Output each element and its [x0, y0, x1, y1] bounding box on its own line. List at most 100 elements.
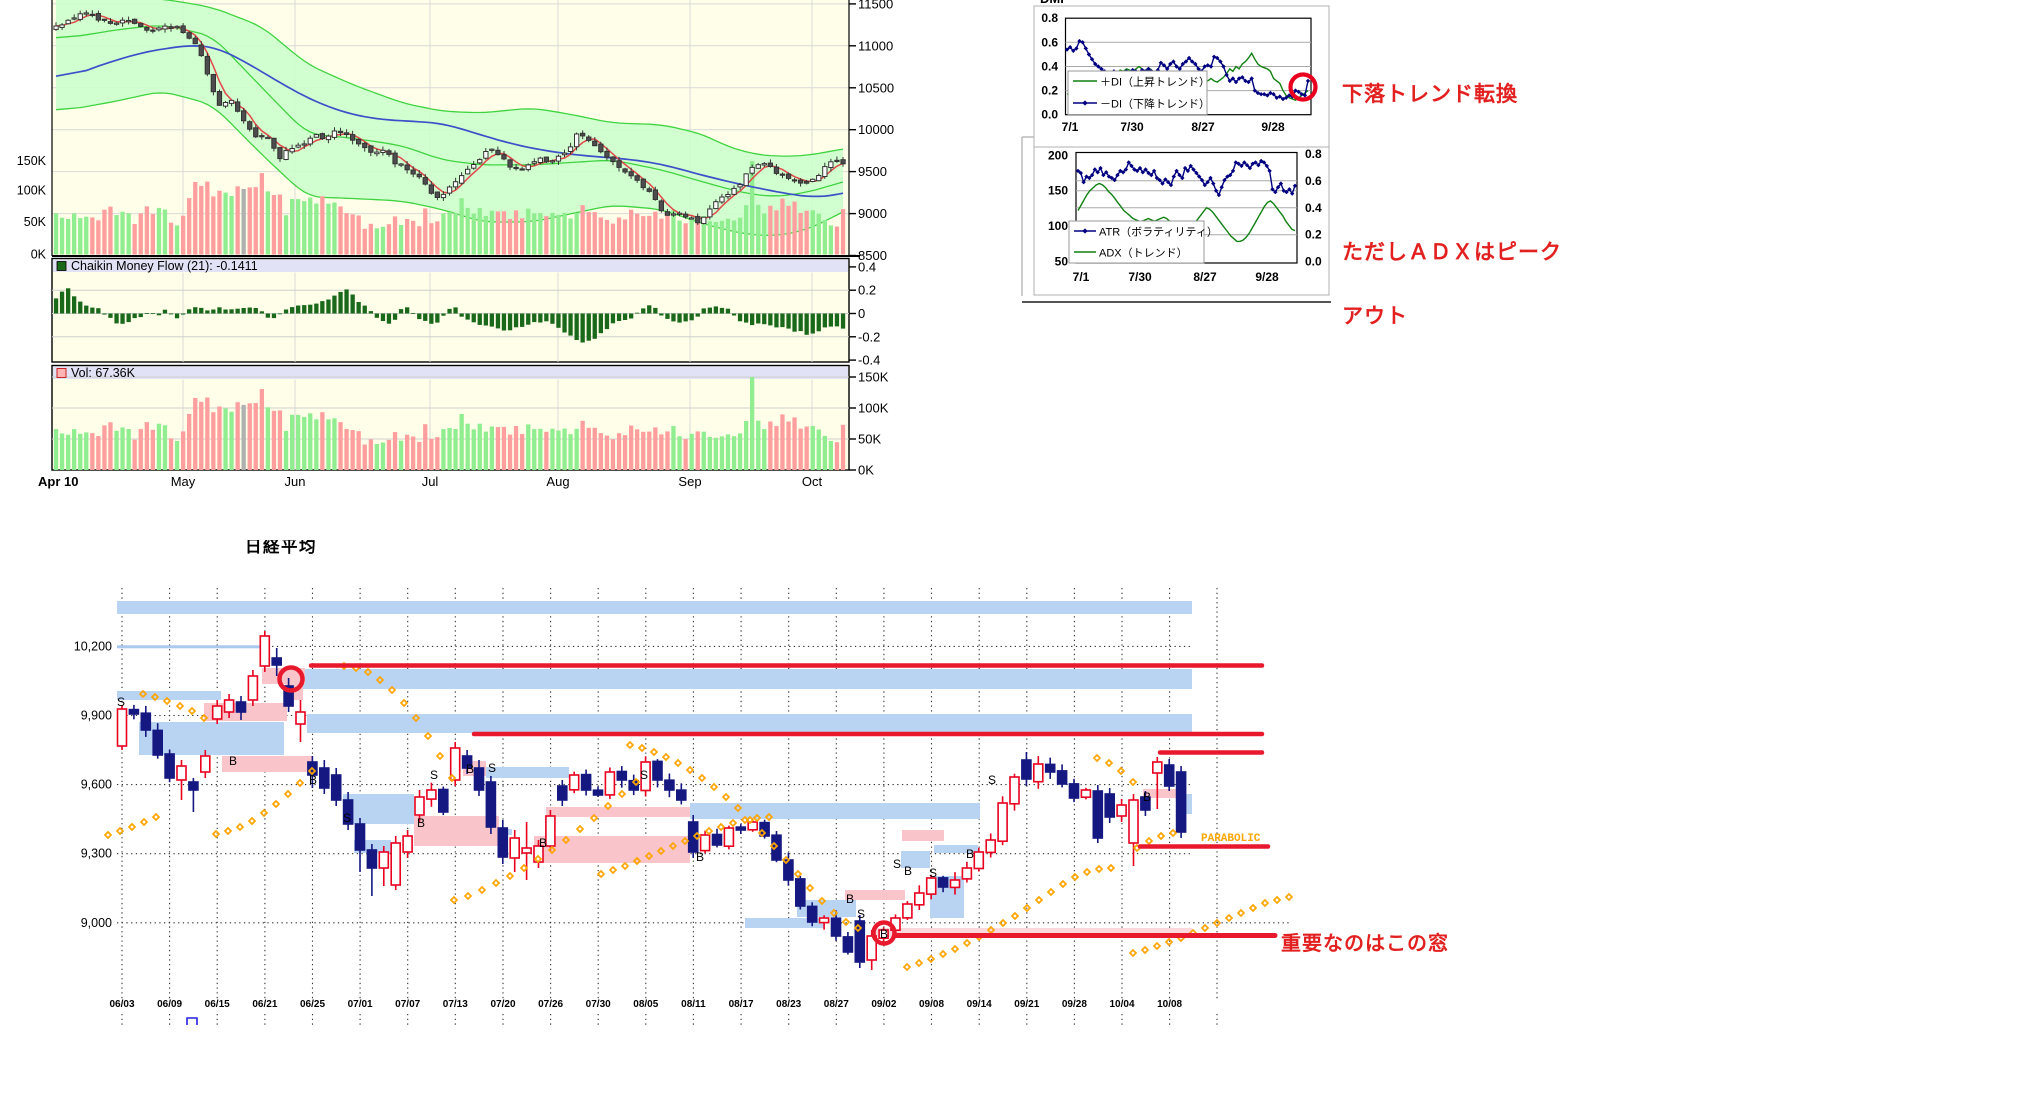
svg-text:0.2: 0.2: [1305, 228, 1322, 242]
svg-text:－DI（下降トレンド）: －DI（下降トレンド）: [1100, 97, 1210, 111]
svg-text:07/20: 07/20: [490, 999, 515, 1010]
svg-text:8/27: 8/27: [1191, 120, 1215, 134]
svg-text:8/27: 8/27: [1193, 270, 1217, 284]
svg-text:0K: 0K: [858, 463, 874, 478]
svg-text:0.4: 0.4: [1041, 60, 1058, 74]
svg-text:9500: 9500: [858, 164, 887, 179]
svg-text:9/28: 9/28: [1255, 270, 1279, 284]
svg-text:7/30: 7/30: [1120, 120, 1144, 134]
svg-text:May: May: [171, 474, 196, 489]
svg-text:06/15: 06/15: [205, 999, 230, 1010]
svg-text:9,300: 9,300: [81, 847, 112, 861]
svg-text:10/04: 10/04: [1109, 999, 1134, 1010]
svg-text:11500: 11500: [858, 0, 893, 11]
svg-text:-0.4: -0.4: [858, 353, 880, 368]
svg-text:08/17: 08/17: [729, 999, 754, 1010]
svg-text:50K: 50K: [24, 215, 47, 229]
svg-text:B: B: [539, 836, 547, 850]
svg-text:09/08: 09/08: [919, 999, 944, 1010]
svg-text:9/28: 9/28: [1261, 120, 1285, 134]
svg-text:0.6: 0.6: [1305, 174, 1322, 188]
svg-text:0: 0: [858, 306, 865, 321]
svg-text:09/28: 09/28: [1062, 999, 1087, 1010]
svg-text:09/02: 09/02: [871, 999, 896, 1010]
svg-text:10/08: 10/08: [1157, 999, 1182, 1010]
svg-text:Jul: Jul: [422, 474, 439, 489]
svg-text:7/30: 7/30: [1128, 270, 1152, 284]
svg-text:07/26: 07/26: [538, 999, 563, 1010]
svg-text:11000: 11000: [858, 38, 893, 53]
svg-text:9,900: 9,900: [81, 709, 112, 723]
svg-text:150K: 150K: [858, 370, 889, 385]
svg-text:07/30: 07/30: [586, 999, 611, 1010]
svg-text:0.4: 0.4: [1305, 201, 1322, 215]
svg-text:08/05: 08/05: [633, 999, 658, 1010]
svg-text:50: 50: [1055, 255, 1069, 269]
svg-text:Jun: Jun: [285, 474, 306, 489]
svg-text:Apr 10: Apr 10: [38, 474, 78, 489]
svg-text:S: S: [343, 811, 351, 825]
svg-text:B: B: [696, 850, 704, 864]
svg-text:0.2: 0.2: [858, 283, 876, 298]
svg-text:9000: 9000: [858, 206, 887, 221]
svg-text:B: B: [229, 754, 237, 768]
svg-text:0K: 0K: [31, 248, 47, 262]
svg-text:9,600: 9,600: [81, 778, 112, 792]
svg-text:07/07: 07/07: [395, 999, 420, 1010]
svg-text:100: 100: [1048, 219, 1068, 233]
svg-text:09/21: 09/21: [1014, 999, 1039, 1010]
svg-text:0.6: 0.6: [1041, 35, 1058, 49]
svg-text:B: B: [904, 864, 912, 878]
svg-text:B: B: [880, 927, 888, 941]
svg-text:06/03: 06/03: [109, 999, 134, 1010]
svg-text:0.0: 0.0: [1305, 255, 1322, 269]
svg-text:S: S: [488, 761, 496, 775]
svg-text:ADX（トレンド）: ADX（トレンド）: [1099, 247, 1188, 260]
svg-text:ATR（ボラティリティ）: ATR（ボラティリティ）: [1099, 226, 1218, 239]
svg-text:0.8: 0.8: [1305, 147, 1322, 161]
svg-text:B: B: [466, 762, 474, 776]
svg-text:B: B: [966, 847, 974, 861]
svg-text:0.2: 0.2: [1041, 84, 1058, 98]
svg-text:Aug: Aug: [546, 474, 569, 489]
svg-text:10500: 10500: [858, 80, 894, 95]
svg-text:日経平均: 日経平均: [245, 540, 317, 556]
svg-text:07/13: 07/13: [443, 999, 468, 1010]
svg-text:50K: 50K: [858, 432, 881, 447]
svg-text:06/21: 06/21: [252, 999, 277, 1010]
svg-text:0.0: 0.0: [1041, 108, 1058, 122]
svg-text:0.8: 0.8: [1041, 11, 1058, 25]
svg-text:S: S: [893, 857, 901, 871]
svg-text:Oct: Oct: [802, 474, 823, 489]
svg-text:150: 150: [1048, 184, 1068, 198]
svg-text:B: B: [1143, 790, 1151, 804]
svg-text:7/1: 7/1: [1062, 120, 1079, 134]
svg-text:10,200: 10,200: [74, 639, 112, 653]
svg-text:B: B: [309, 773, 317, 787]
svg-text:7/1: 7/1: [1073, 270, 1090, 284]
svg-text:08/27: 08/27: [824, 999, 849, 1010]
svg-text:0.4: 0.4: [858, 259, 876, 274]
svg-text:100K: 100K: [17, 184, 47, 198]
svg-text:重要なのはこの窓: 重要なのはこの窓: [1281, 931, 1449, 955]
svg-text:8500: 8500: [858, 248, 887, 263]
svg-text:150K: 150K: [17, 154, 47, 168]
svg-text:S: S: [117, 695, 125, 709]
svg-text:08/23: 08/23: [776, 999, 801, 1010]
svg-text:9,000: 9,000: [81, 916, 112, 930]
svg-text:B: B: [846, 892, 854, 906]
svg-text:200: 200: [1048, 148, 1068, 162]
svg-text:-0.2: -0.2: [858, 329, 880, 344]
svg-text:S: S: [430, 768, 438, 782]
svg-text:PARABOLIC: PARABOLIC: [1201, 833, 1261, 845]
svg-text:S: S: [929, 866, 937, 880]
svg-text:B: B: [417, 816, 425, 830]
svg-text:DMI: DMI: [1040, 0, 1064, 6]
svg-text:09/14: 09/14: [967, 999, 992, 1010]
svg-text:Sep: Sep: [678, 474, 701, 489]
svg-text:Chaikin Money Flow (21): -0.14: Chaikin Money Flow (21): -0.1411: [71, 259, 258, 273]
svg-text:06/09: 06/09: [157, 999, 182, 1010]
svg-text:06/25: 06/25: [300, 999, 325, 1010]
svg-text:S: S: [640, 768, 648, 782]
svg-text:100K: 100K: [858, 401, 889, 416]
